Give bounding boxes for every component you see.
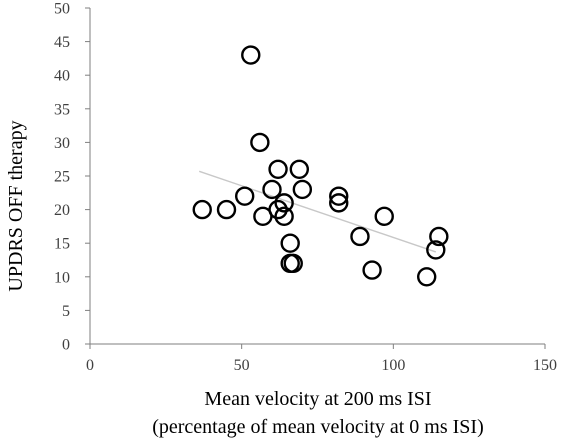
data-point xyxy=(268,159,288,179)
x-tick-label: 0 xyxy=(86,357,94,374)
trendline xyxy=(198,170,437,253)
data-points xyxy=(192,45,449,287)
x-axis-ticks: 0 50 100 150 xyxy=(86,344,557,374)
data-point xyxy=(417,267,437,287)
y-tick-label: 10 xyxy=(54,269,70,286)
data-point xyxy=(274,193,294,213)
data-point xyxy=(283,253,303,274)
y-tick-label: 25 xyxy=(54,169,70,186)
x-axis-title: Mean velocity at 200 ms ISI xyxy=(204,388,431,410)
y-tick-label: 5 xyxy=(62,303,70,320)
data-point xyxy=(350,226,370,247)
data-point xyxy=(429,226,449,247)
x-axis-title-line2: (percentage of mean velocity at 0 ms ISI… xyxy=(152,416,484,438)
data-point xyxy=(253,206,273,227)
data-point xyxy=(274,206,294,227)
y-tick-label: 0 xyxy=(62,337,70,354)
data-point xyxy=(280,233,300,253)
data-point xyxy=(329,186,349,206)
y-axis-title: UPDRS OFF therapy xyxy=(5,120,27,291)
y-tick-label: 20 xyxy=(54,202,70,219)
data-point xyxy=(426,240,446,260)
y-tick-label: 35 xyxy=(54,101,70,118)
data-point xyxy=(289,159,309,179)
y-tick-label: 15 xyxy=(54,236,70,253)
data-point xyxy=(234,186,255,206)
x-tick-label: 150 xyxy=(533,357,557,374)
x-tick-label: 100 xyxy=(381,357,405,374)
y-axis-ticks: 0 5 10 15 20 25 30 35 40 45 50 xyxy=(54,1,90,354)
y-tick-label: 50 xyxy=(54,1,70,18)
x-tick-label: 50 xyxy=(234,357,250,374)
data-point xyxy=(262,179,282,200)
y-tick-label: 40 xyxy=(54,68,70,85)
data-point xyxy=(241,45,261,65)
y-tick-label: 30 xyxy=(54,135,70,152)
data-point xyxy=(329,193,349,213)
data-point xyxy=(374,206,394,227)
data-point xyxy=(216,199,237,220)
data-point xyxy=(250,132,270,153)
data-point xyxy=(192,199,212,220)
data-point xyxy=(362,260,382,280)
y-tick-label: 45 xyxy=(54,34,70,51)
data-point xyxy=(292,179,313,200)
